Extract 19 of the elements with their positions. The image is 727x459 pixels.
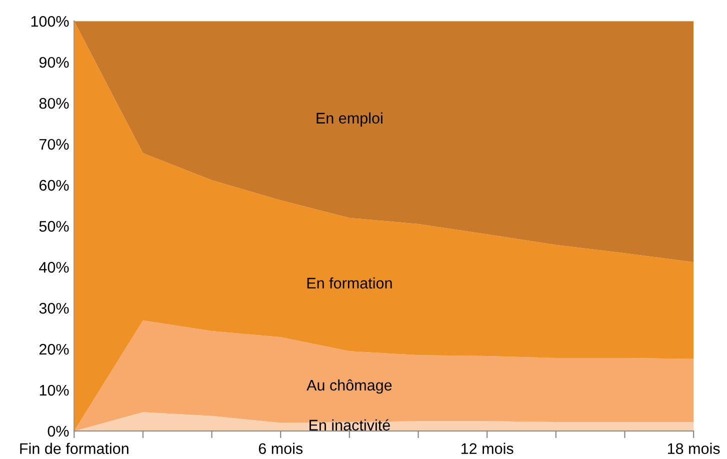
y-tick-label: 90% [39, 56, 69, 68]
y-tick-label: 20% [39, 344, 69, 355]
y-tick-label: 30% [39, 302, 69, 314]
series-label: En inactivité [310, 419, 390, 431]
series-label: En emploi [316, 112, 382, 127]
x-tick-label: 12 mois [462, 442, 514, 454]
series-label: Au chômage [306, 379, 392, 394]
y-tick-label: 60% [39, 180, 69, 191]
y-tick-label: 100% [31, 16, 69, 27]
series-label: En formation [307, 277, 392, 289]
y-tick-label: 10% [40, 384, 69, 396]
x-tick-label: Fin de formation [20, 442, 128, 454]
y-tick-label: 70% [40, 138, 69, 150]
y-tick-label: 50% [39, 220, 69, 232]
y-tick-label: 0% [48, 426, 69, 437]
y-tick-label: 80% [39, 98, 69, 109]
x-tick-label: 6 mois [258, 442, 303, 454]
x-tick-label: 18 mois [668, 442, 720, 454]
y-tick-label: 40% [39, 262, 69, 273]
